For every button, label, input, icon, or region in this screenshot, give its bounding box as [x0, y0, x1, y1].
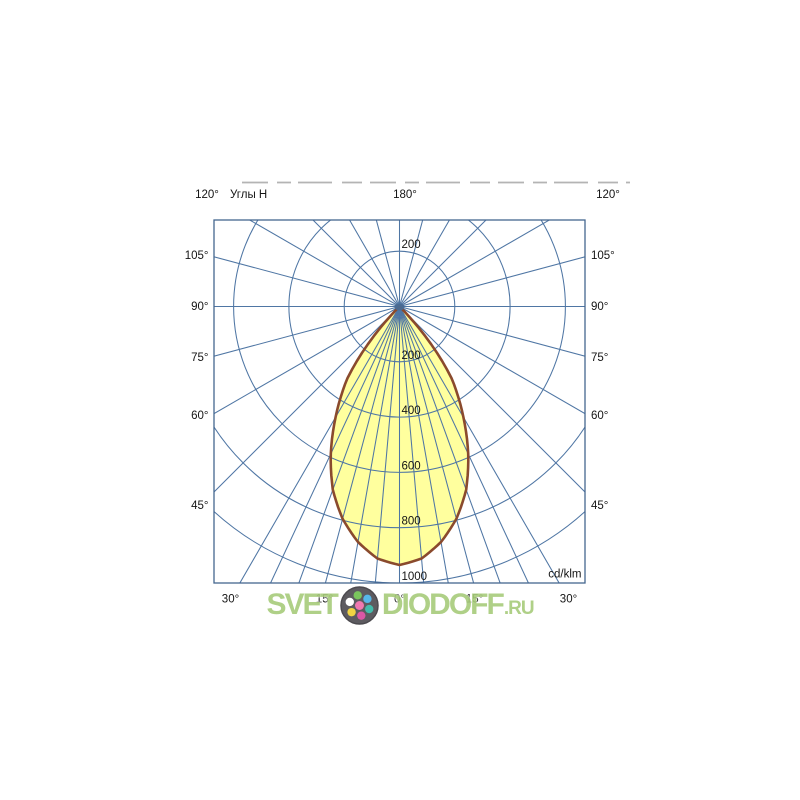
- radial-tick-label: 600: [402, 460, 421, 472]
- top-angle-label-right: 120°: [596, 189, 620, 201]
- top-angle-label-center: 180°: [393, 189, 417, 201]
- center-hub: [394, 303, 405, 311]
- grid-ray-135deg: [399, 220, 487, 307]
- grid-ray-345deg: [324, 306, 401, 583]
- grid-ray-15deg: [398, 306, 475, 583]
- bottom-angle-label: 30°: [222, 594, 239, 606]
- grid-ray-210deg: [348, 220, 400, 307]
- grid-ray-25deg: [399, 306, 530, 583]
- radial-tick-label-upper: 200: [402, 239, 421, 251]
- radial-tick-label: 400: [402, 405, 421, 417]
- grid-ray-150deg: [399, 220, 451, 307]
- grid-ray--5deg: [374, 306, 401, 583]
- bottom-angle-label: 15°: [316, 594, 333, 606]
- side-angle-label-left: 105°: [185, 250, 209, 262]
- grid-ray-45deg: [399, 306, 585, 493]
- axis-caption: Углы H: [230, 189, 268, 201]
- grid-ray-20deg: [399, 306, 501, 583]
- grid-ray-30deg: [399, 306, 560, 583]
- plot-border: [213, 219, 586, 584]
- grid-ray-285deg: [214, 305, 400, 357]
- top-angle-label-left: 120°: [195, 189, 219, 201]
- bottom-angle-label: 0°: [394, 594, 405, 606]
- grid-ray-105deg: [399, 256, 585, 308]
- intensity-curve-outline: [329, 305, 470, 567]
- units-label: cd/klm: [548, 569, 581, 581]
- side-angle-label-left: 90°: [191, 301, 208, 313]
- grid-ray-300deg: [214, 306, 400, 415]
- grid-ray-330deg: [239, 306, 400, 583]
- grid-ray--10deg: [350, 306, 401, 583]
- side-angle-label-right: 45°: [591, 500, 608, 512]
- grid-ray-10deg: [398, 306, 449, 583]
- radial-tick-label: 1000: [402, 571, 428, 583]
- grid-ray-240deg: [248, 220, 400, 307]
- grid-ray-120deg: [399, 220, 551, 307]
- bottom-angle-label: 30°: [560, 594, 577, 606]
- side-angle-label-right: 75°: [591, 352, 608, 364]
- side-angle-label-right: 90°: [591, 301, 608, 313]
- grid-ray-255deg: [214, 256, 400, 308]
- side-angle-label-left: 45°: [191, 500, 208, 512]
- radial-tick-label: 800: [402, 516, 421, 528]
- grid-ray-5deg: [398, 306, 425, 583]
- grid-ray-315deg: [214, 306, 400, 493]
- radial-tick-label: 200: [402, 350, 421, 362]
- grid-ray-225deg: [312, 220, 400, 307]
- side-angle-label-right: 105°: [591, 250, 615, 262]
- grid-ray-165deg: [398, 220, 424, 307]
- side-angle-label-left: 75°: [191, 352, 208, 364]
- polar-grid: [214, 220, 585, 583]
- grid-ray--20deg: [298, 306, 400, 583]
- grid-ray-195deg: [375, 220, 401, 307]
- side-angle-label-right: 60°: [591, 410, 608, 422]
- grid-ray--25deg: [269, 306, 400, 583]
- grid-ray-60deg: [399, 306, 585, 415]
- bottom-angle-label: 15°: [466, 594, 483, 606]
- grid-ray-75deg: [399, 305, 585, 357]
- side-angle-label-left: 60°: [191, 410, 208, 422]
